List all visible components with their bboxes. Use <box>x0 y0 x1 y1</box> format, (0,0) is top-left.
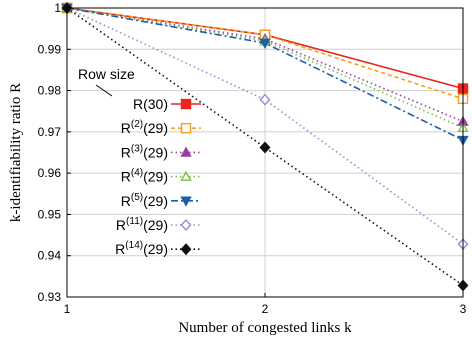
legend-label: R(30) <box>133 96 168 112</box>
legend-title: Row size <box>78 66 135 82</box>
legend: Row size R(30) R(2)(29) R(3)(29) R(4)(29) R(5… <box>78 66 201 257</box>
legend-label: R(4)(29) <box>121 168 168 185</box>
legend-swatch-marker <box>180 98 192 110</box>
legend-swatch-marker <box>180 170 192 181</box>
legend-label: R(5)(29) <box>121 192 168 209</box>
legend-item: R(11)(29) <box>116 216 201 233</box>
x-tick-label: 3 <box>460 302 467 316</box>
legend-pointer <box>95 84 113 97</box>
y-tick-label: 0.94 <box>38 249 62 263</box>
y-tick-label: 0.99 <box>38 42 62 56</box>
x-tick-label: 1 <box>64 302 71 316</box>
y-tick-label: 1 <box>54 1 61 15</box>
legend-item: R(14)(29) <box>115 240 201 257</box>
legend-label: R(2)(29) <box>121 119 168 136</box>
y-tick-label: 0.93 <box>38 290 62 304</box>
legend-swatch-marker <box>180 219 192 231</box>
y-tick-label: 0.97 <box>38 125 62 139</box>
series-line <box>66 7 464 123</box>
y-tick-label: 0.96 <box>38 166 62 180</box>
legend-label: R(3)(29) <box>121 143 168 160</box>
legend-label: R(11)(29) <box>116 216 168 233</box>
legend-item: R(4)(29) <box>121 168 201 185</box>
legend-swatch-marker <box>180 196 192 207</box>
legend-item: R(3)(29) <box>121 143 201 160</box>
x-axis-label: Number of congested links k <box>178 320 352 336</box>
legend-item: R(5)(29) <box>121 192 201 209</box>
data-point <box>259 93 271 106</box>
legend-item: R(2)(29) <box>121 119 201 136</box>
data-point <box>259 38 271 50</box>
legend-swatch-marker <box>180 243 192 256</box>
legend-label: R(14)(29) <box>115 240 168 257</box>
y-tick-label: 0.95 <box>38 207 62 221</box>
x-tick-label: 2 <box>262 302 269 316</box>
data-point <box>259 141 271 154</box>
ticks: 0.93 0.94 0.95 0.96 0.97 0.98 0.99 1 1 2 3 <box>38 1 467 316</box>
y-axis-label: k-identifiability ratio R <box>8 83 24 222</box>
legend-swatch-marker <box>180 122 192 134</box>
legend-swatch-marker <box>180 146 192 157</box>
y-tick-label: 0.98 <box>38 84 62 98</box>
series-line <box>66 7 464 245</box>
legend-item: R(30) <box>133 96 201 112</box>
